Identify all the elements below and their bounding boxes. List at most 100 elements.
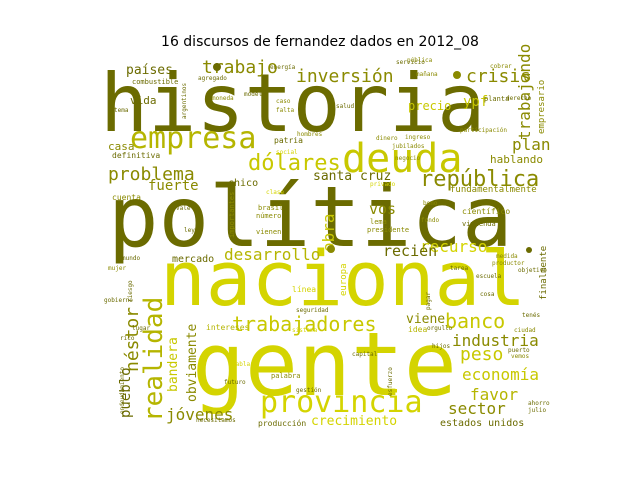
word-producción: producción [258, 418, 306, 428]
word-provincia: provincia [260, 385, 423, 420]
word-inversión: inversión [296, 66, 394, 87]
word-fundamentalmente: fundamentalmente [450, 185, 537, 195]
word-ciudad: ciudad [514, 327, 536, 334]
word-vivienda: vivienda [462, 220, 496, 228]
word-historia: historia [100, 57, 485, 150]
word-medida: medida [496, 253, 518, 260]
word-modelo: modelo [244, 91, 266, 98]
word-participación: participación [460, 127, 507, 134]
word-hablar: hablar [232, 361, 254, 368]
word-chico: chico [228, 178, 258, 189]
word-intereses: intereses [206, 323, 250, 332]
word-trabajadores: trabajadores [232, 312, 377, 336]
word-recién: recién [383, 242, 437, 260]
chart-title: 16 discursos de fernandez dados en 2012_… [161, 34, 479, 50]
word-vos: vos [369, 200, 396, 218]
word-cosa: cosa [480, 291, 495, 298]
cloud-background [107, 58, 554, 426]
word-necesitamos: necesitamos [196, 417, 236, 424]
word-empresa: empresa [130, 121, 256, 156]
word-científico: científico [462, 207, 510, 216]
word-pueblo: pueblo [118, 367, 134, 418]
word-energía: energía [270, 64, 296, 71]
word-gente: gente [192, 313, 457, 416]
word-vemos: vemos [511, 353, 529, 360]
word-trabajo: trabajo [202, 57, 278, 78]
word-orgullo: orgullo [427, 325, 453, 332]
word-tarea: tarea [450, 265, 468, 272]
word-futuro: futuro [224, 379, 246, 386]
word-sistema: sistema [292, 327, 318, 334]
word-deuda: deuda [342, 136, 462, 182]
word-productor: productor [492, 260, 525, 267]
word-crecimiento: crecimiento [311, 414, 397, 429]
word-casa: casa [108, 140, 135, 153]
word-salud: salud [336, 103, 354, 110]
word-obviamente: obviamente [185, 324, 200, 402]
word-jóvenes: jóvenes [166, 405, 233, 424]
word-combustible: combustible [132, 78, 178, 86]
word-julio: julio [528, 407, 546, 414]
word-ley: ley [184, 227, 195, 234]
word-riesgo: riesgo [127, 280, 134, 302]
word-mundo: mundo [122, 255, 140, 262]
dot-mark [213, 63, 221, 71]
word-capital: capital [352, 351, 378, 358]
word-mañana: mañana [416, 71, 438, 78]
word-peso: peso [460, 344, 503, 365]
word-recurso: recurso [420, 237, 487, 256]
word-hijos: hijos [432, 343, 450, 350]
word-hablando: hablando [490, 153, 543, 166]
word-realidad: realidad [139, 297, 169, 422]
word-línea: línea [292, 285, 316, 294]
word-puerto: puerto [508, 347, 530, 354]
word-brasil: brasil [258, 204, 283, 212]
word-república: república [420, 167, 539, 192]
word-tenés: tenés [522, 312, 540, 319]
word-derecho: derecho [506, 95, 532, 102]
word-ahorro: ahorro [528, 400, 550, 407]
word-empresario: empresario [537, 80, 547, 134]
word-pública: pública [407, 57, 433, 64]
word-argentinos: argentinos [181, 82, 188, 119]
word-países: países [126, 63, 173, 78]
word-idea: idea [408, 325, 427, 334]
word-dinero: dinero [376, 135, 398, 142]
word-vida: vida [130, 94, 157, 107]
word-estados-unidos: estados unidos [440, 418, 524, 429]
word-banco: banco [445, 309, 505, 333]
word-clase: clase [266, 189, 284, 196]
word-privado: privado [370, 181, 396, 188]
word-patria: patria [274, 136, 303, 145]
word-política: política [108, 168, 513, 266]
word-vale: vale [176, 205, 191, 212]
word-industria: industria [452, 331, 539, 350]
word-obra: obra [319, 213, 338, 252]
word-planta: planta [484, 95, 509, 103]
word-caso: caso [276, 98, 291, 105]
word-objetivo: objetivo [518, 267, 547, 274]
dot-mark [526, 247, 532, 253]
word-mercado: mercado [172, 254, 214, 265]
word-rico: rico [120, 335, 135, 342]
word-agregado: agregado [198, 75, 227, 82]
word-precio: precio [408, 99, 451, 113]
word-favor: favor [470, 385, 519, 404]
word-viene: viene [406, 312, 445, 327]
word-esfuerzo: esfuerzo [387, 367, 394, 396]
word-presidente: presidente [367, 226, 409, 234]
word-fuerte: fuerte [148, 178, 199, 194]
word-importantes: importantes [228, 192, 236, 238]
word-lugar: lugar [132, 325, 150, 332]
word-negocio: negocio [395, 155, 421, 162]
word-gobierno: gobierno [104, 297, 133, 304]
word-economía: economía [462, 365, 539, 384]
word-nacional: nacional [160, 234, 526, 323]
word-finalmente: finalmente [539, 246, 549, 300]
word-definitiva: definitiva [112, 151, 160, 160]
word-seguridad: seguridad [296, 307, 329, 314]
word-crisis: crisis [466, 66, 531, 87]
word-bono: bono [423, 200, 438, 207]
